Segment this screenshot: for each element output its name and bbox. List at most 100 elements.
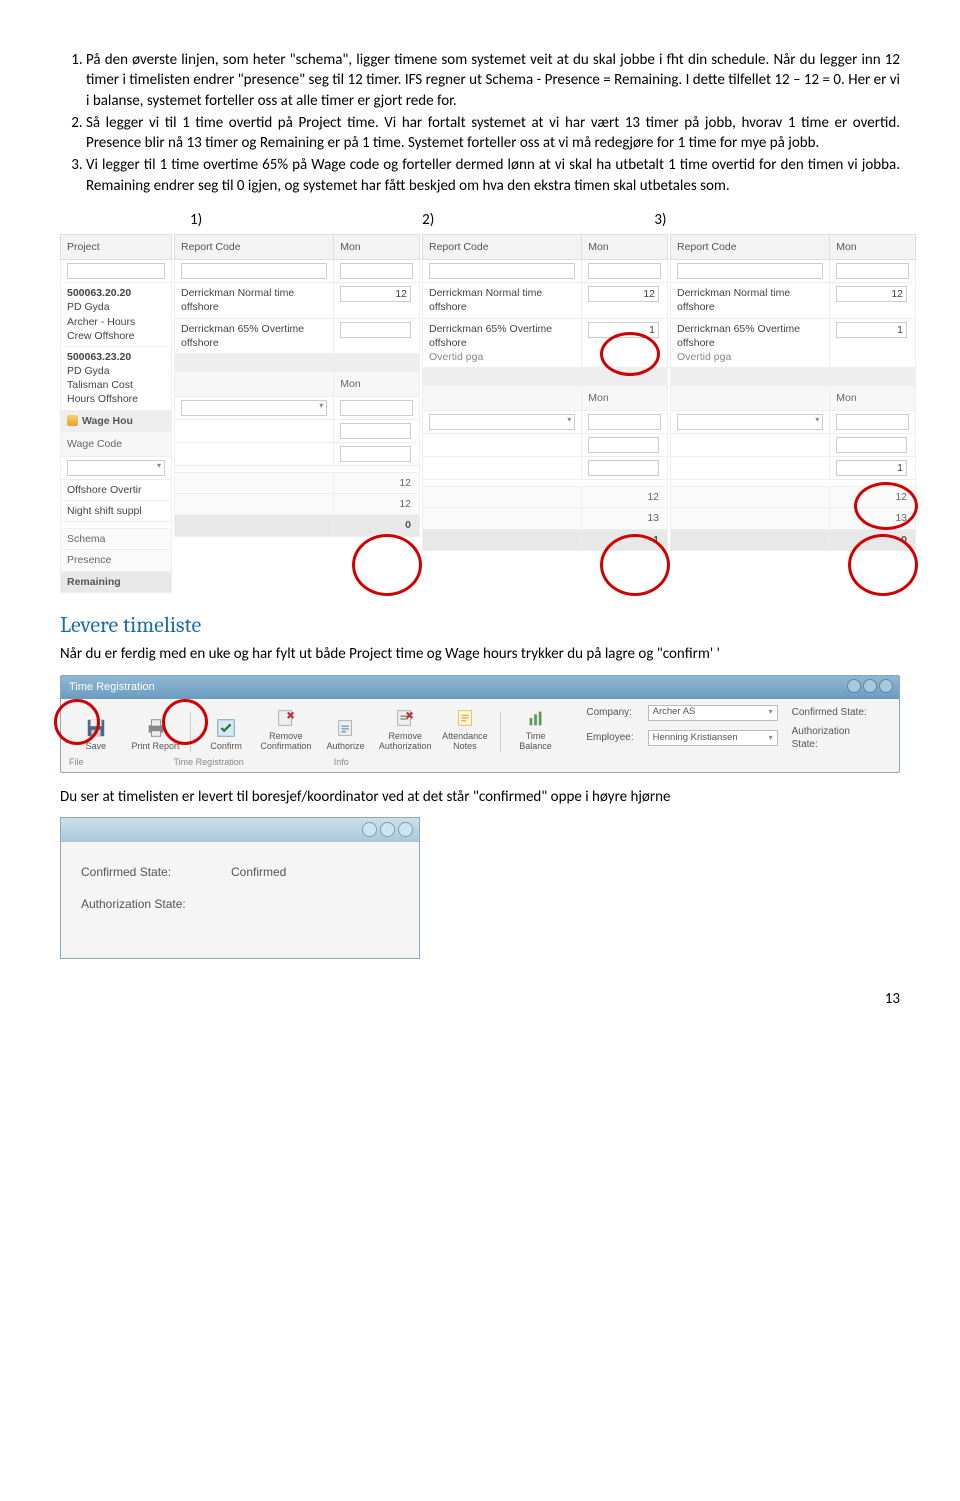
auth-state-label: Authorization State:: [792, 725, 877, 752]
wage-select[interactable]: ▾: [181, 400, 327, 416]
authorize-label: Authorize: [327, 742, 365, 752]
wage-code-header: Wage Code: [61, 431, 172, 456]
project-filter-input[interactable]: [67, 263, 165, 279]
section-p1: Når du er ferdig med en uke og har fylt …: [60, 644, 900, 664]
offshore-value[interactable]: [340, 423, 411, 439]
remove-conf-button[interactable]: Remove Confirmation: [259, 706, 313, 752]
report-code-filter[interactable]: [429, 263, 575, 279]
authorize-icon: [334, 716, 358, 740]
employee-select[interactable]: Henning Kristiansen: [648, 730, 778, 746]
report-code-filter[interactable]: [677, 263, 823, 279]
att-notes-button[interactable]: Attendance Notes: [438, 706, 492, 752]
highlight-circle: [352, 534, 422, 596]
presence-value: 13: [830, 508, 916, 529]
row2-value[interactable]: 1: [836, 322, 907, 338]
night-value[interactable]: [588, 460, 659, 476]
report-code-header: Report Code: [175, 235, 334, 260]
wage-mon-header: Mon: [334, 371, 420, 396]
mon-filter[interactable]: [340, 263, 413, 279]
intro-list: På den øverste linjen, som heter "schema…: [60, 50, 900, 196]
intro-item-3: Vi legger til 1 time overtime 65% på Wag…: [86, 155, 900, 196]
project-column: Project 500063.20.20 PD Gyda Archer - Ho…: [60, 234, 172, 593]
row1-value[interactable]: 12: [340, 286, 411, 302]
time-bal-button[interactable]: Time Balance: [509, 706, 563, 752]
mon-header: Mon: [830, 235, 916, 260]
confirmed-state-value: Confirmed: [231, 864, 286, 880]
time-bal-icon: [524, 706, 548, 730]
step-hdr-3: 3): [654, 210, 666, 230]
mon-filter[interactable]: [588, 263, 661, 279]
row2-desc: Derrickman 65% Overtime offshore: [175, 318, 334, 353]
authorize-button[interactable]: Authorize: [319, 716, 373, 752]
att-notes-icon: [453, 706, 477, 730]
remove-auth-icon: [393, 706, 417, 730]
row1-value[interactable]: 12: [588, 286, 659, 302]
night-value[interactable]: [340, 446, 411, 462]
screenshot-row: Project 500063.20.20 PD Gyda Archer - Ho…: [60, 234, 900, 593]
remove-conf-icon: [274, 706, 298, 730]
wage-mon-header: Mon: [582, 386, 668, 411]
save-label: Save: [86, 742, 107, 752]
save-button[interactable]: Save: [69, 716, 123, 752]
report-code-header: Report Code: [671, 235, 830, 260]
footer-timereg: Time Registration: [174, 756, 244, 768]
company-select[interactable]: Archer AS: [648, 705, 778, 721]
save-icon: [84, 716, 108, 740]
confirmed-state-label: Confirmed State:: [81, 864, 231, 880]
time-column-2: Report CodeMon Derrickman Normal time of…: [422, 234, 668, 593]
remove-auth-button[interactable]: Remove Authorization: [378, 706, 432, 752]
row2-value[interactable]: 1: [588, 322, 659, 338]
offshore-value[interactable]: [588, 437, 659, 453]
win-btn-3[interactable]: [879, 679, 893, 693]
row2-desc: Derrickman 65% Overtime offshoreOvertid …: [671, 318, 830, 368]
presence-value: 12: [334, 494, 420, 515]
win-btn-2[interactable]: [863, 679, 877, 693]
wage-mon-input[interactable]: [836, 414, 909, 430]
win-btn-1[interactable]: [847, 679, 861, 693]
section-heading: Levere timeliste: [60, 611, 900, 641]
footer-file: File: [69, 756, 84, 768]
print-label: Print Report: [131, 742, 179, 752]
time-bal-label: Time Balance: [509, 732, 563, 752]
row2-value[interactable]: [340, 322, 411, 338]
confirm-icon: [214, 716, 238, 740]
schema-label: Schema: [61, 529, 172, 550]
confirm-label: Confirm: [210, 742, 242, 752]
wage-icon: [67, 415, 78, 426]
wage-hours-header: Wage Hou: [61, 410, 172, 431]
mon-header: Mon: [582, 235, 668, 260]
report-code-header: Report Code: [423, 235, 582, 260]
step-hdr-2: 2): [422, 210, 434, 230]
mon-filter[interactable]: [836, 263, 909, 279]
time-column-3: Report CodeMon Derrickman Normal time of…: [670, 234, 916, 593]
step-hdr-1: 1): [190, 210, 202, 230]
company-label: Company:: [586, 706, 633, 720]
conf-state-label: Confirmed State:: [792, 706, 877, 720]
step-headers: 1) 2) 3): [60, 210, 900, 230]
row1-desc: Derrickman Normal time offshore: [671, 283, 830, 318]
row1-value[interactable]: 12: [836, 286, 907, 302]
wage-mon-input[interactable]: [588, 414, 661, 430]
page-number: 13: [60, 989, 900, 1009]
wage-select[interactable]: ▾: [677, 414, 823, 430]
wage-select[interactable]: ▾: [429, 414, 575, 430]
intro-item-2: Så legger vi til 1 time overtid på Proje…: [86, 113, 900, 154]
confirmed-screenshot: Confirmed State: Confirmed Authorization…: [60, 817, 420, 959]
wage-mon-header: Mon: [830, 386, 916, 411]
conf-win-2[interactable]: [380, 822, 395, 837]
offshore-value[interactable]: [836, 437, 907, 453]
report-code-filter[interactable]: [181, 263, 327, 279]
remove-auth-label: Remove Authorization: [378, 732, 432, 752]
night-value[interactable]: 1: [836, 460, 907, 476]
conf-win-1[interactable]: [362, 822, 377, 837]
confirm-button[interactable]: Confirm: [199, 716, 253, 752]
conf-win-3[interactable]: [398, 822, 413, 837]
night-shift-label: Night shift suppl: [61, 501, 172, 522]
wage-mon-input[interactable]: [340, 400, 413, 416]
remaining-label: Remaining: [61, 571, 172, 592]
time-column-1: Report CodeMon Derrickman Normal time of…: [174, 234, 420, 593]
offshore-label: Offshore Overtir: [61, 479, 172, 500]
wage-code-select[interactable]: ▾: [67, 460, 165, 476]
print-button[interactable]: Print Report: [129, 716, 183, 752]
project-header: Project: [61, 235, 172, 260]
